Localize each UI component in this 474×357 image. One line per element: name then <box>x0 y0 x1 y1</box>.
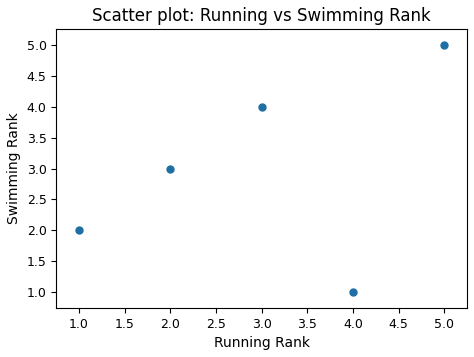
Point <box>258 104 265 110</box>
Point <box>166 166 174 171</box>
Point <box>440 42 448 47</box>
Point <box>75 227 83 233</box>
Point <box>349 290 357 295</box>
Title: Scatter plot: Running vs Swimming Rank: Scatter plot: Running vs Swimming Rank <box>92 7 431 25</box>
Y-axis label: Swimming Rank: Swimming Rank <box>7 113 21 225</box>
X-axis label: Running Rank: Running Rank <box>214 336 310 350</box>
